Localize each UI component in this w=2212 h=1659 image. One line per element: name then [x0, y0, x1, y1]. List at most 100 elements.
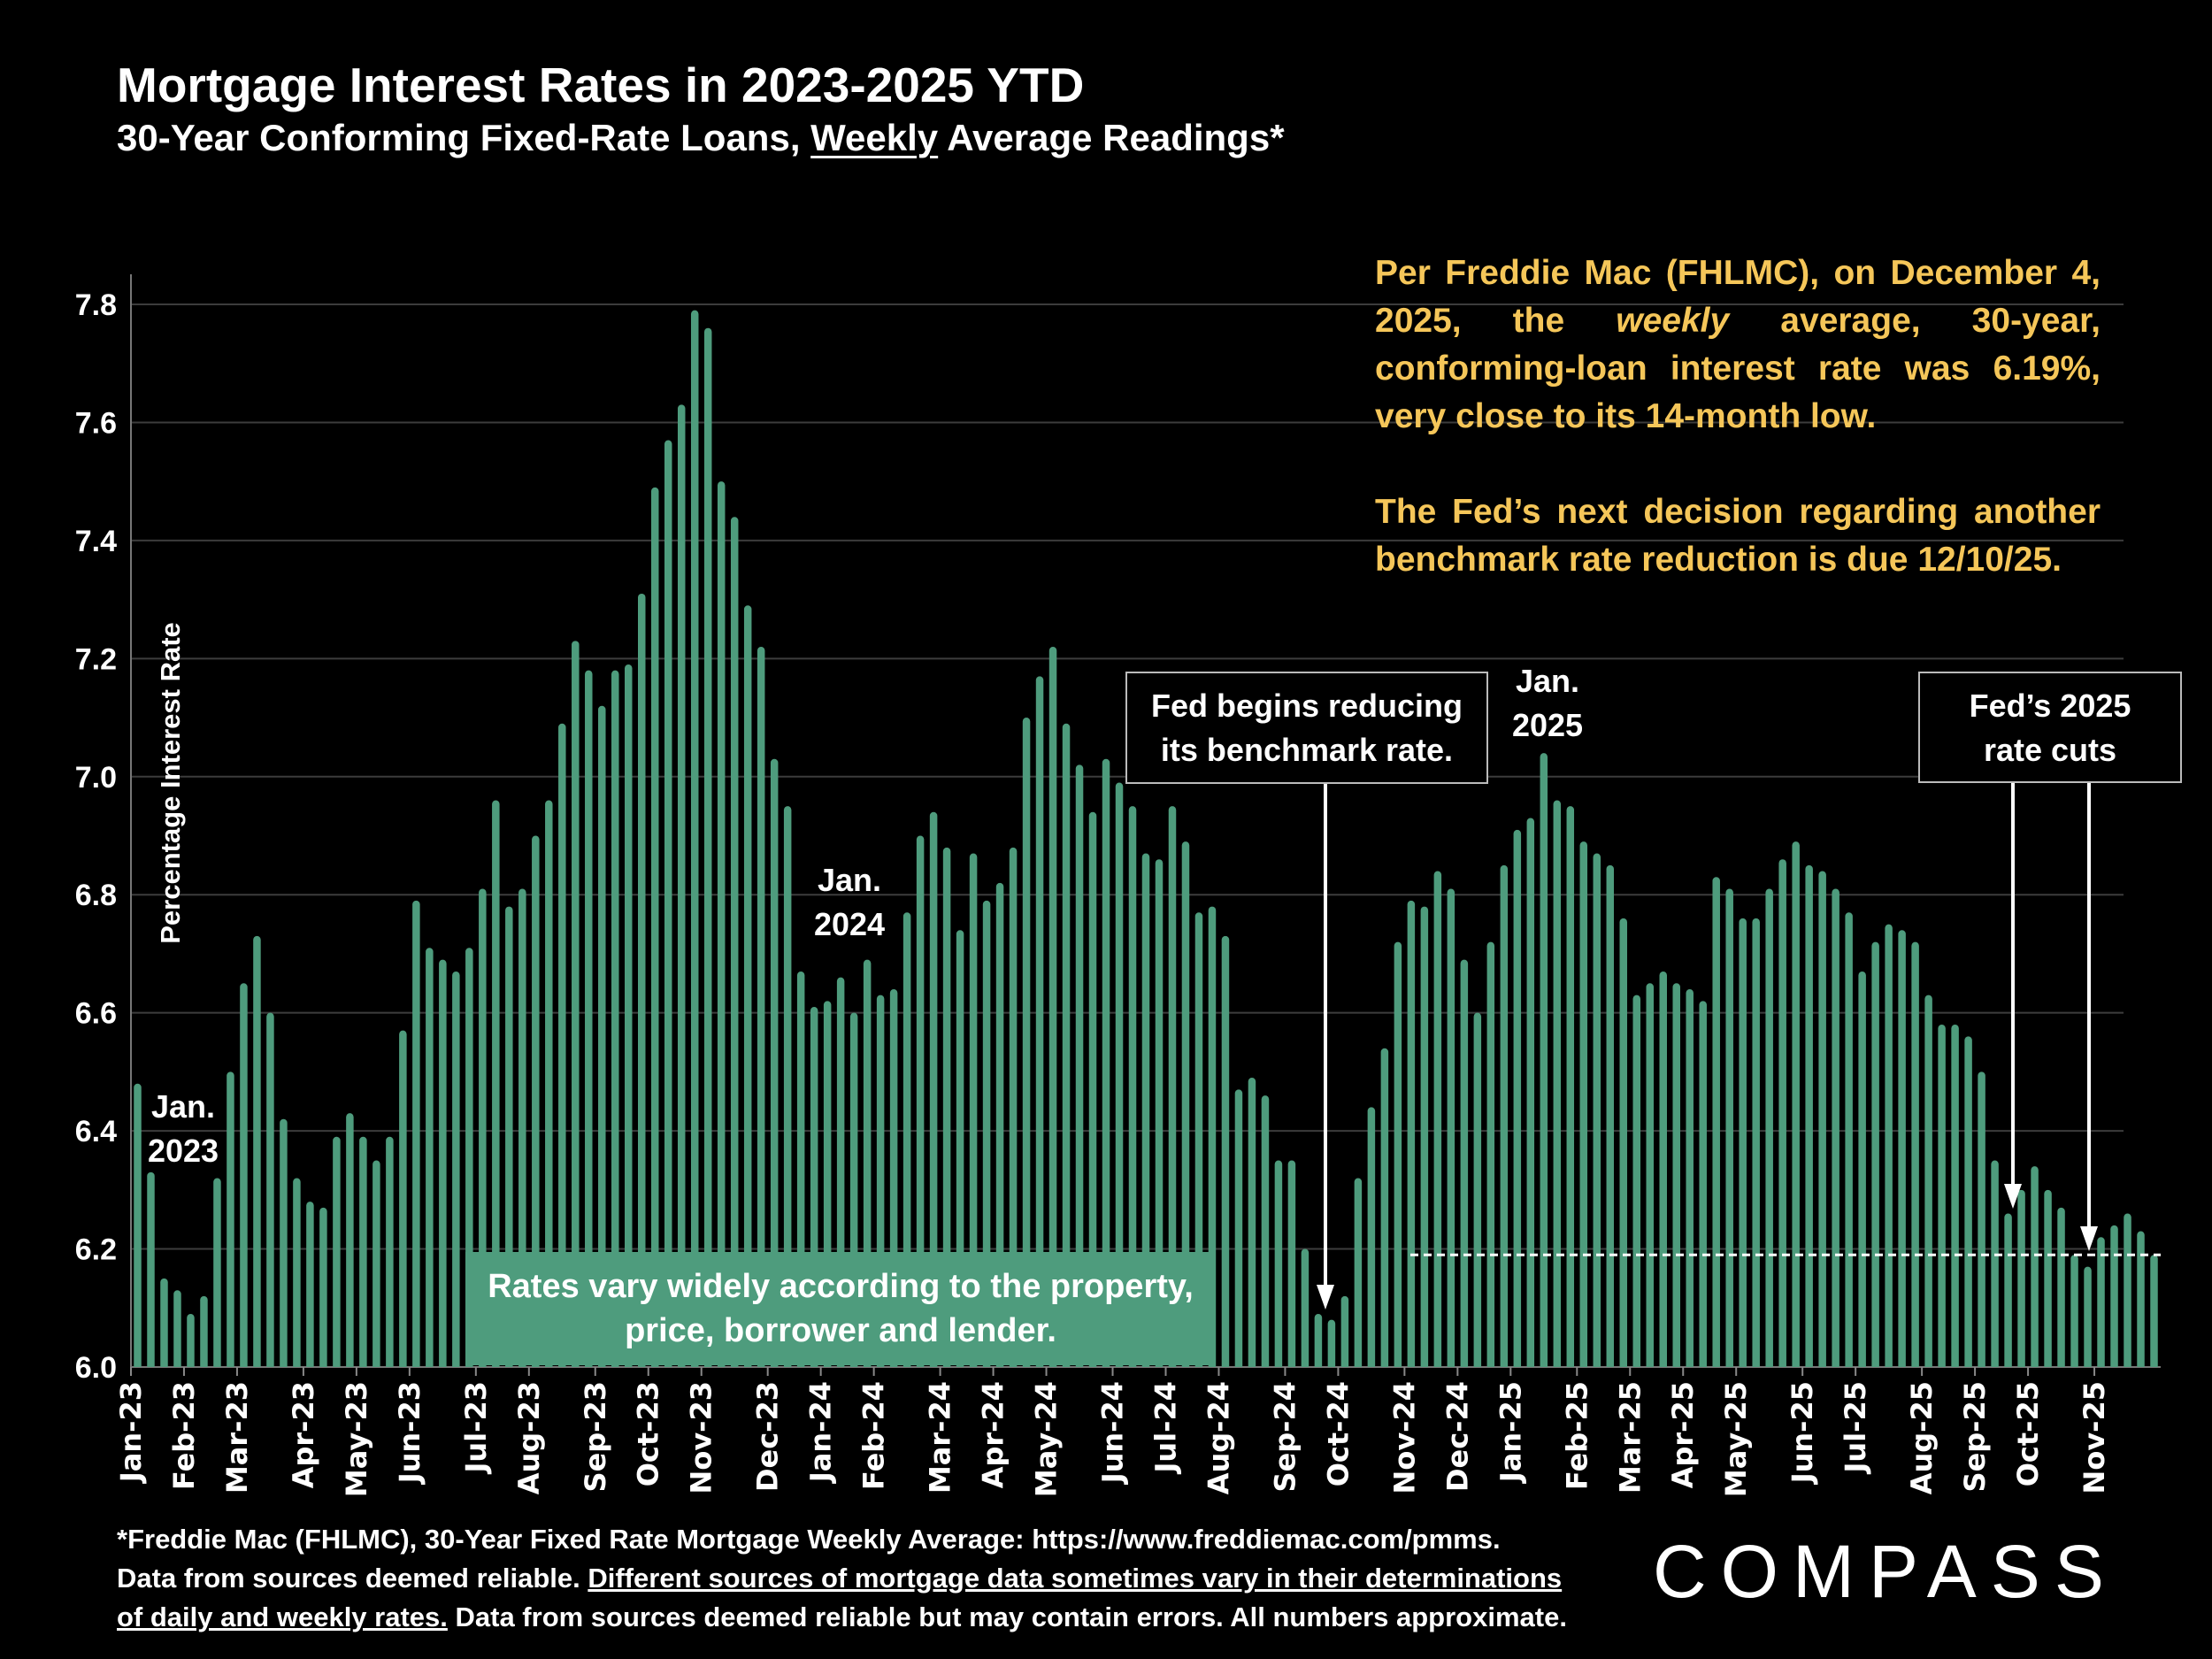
bar-2025-11-06	[2097, 1237, 2105, 1367]
bar-2025-10-02	[2031, 1166, 2039, 1367]
bar-2023-10-12	[664, 440, 672, 1367]
x-tick-label: Sep-23	[579, 1381, 612, 1492]
bar-2023-09-28	[637, 593, 646, 1367]
y-tick-label: 7.2	[75, 642, 117, 676]
footer-underlined-text: Different sources of mortgage data somet…	[588, 1563, 1563, 1594]
y-tick-label: 7.4	[75, 525, 117, 558]
bar-2025-07-03	[1858, 971, 1866, 1367]
bar-2023-12-07	[770, 758, 779, 1367]
rates-vary-callout: Rates vary widely according to the prope…	[465, 1252, 1216, 1365]
bar-2025-05-15	[1765, 888, 1773, 1367]
bar-2023-08-17	[558, 723, 566, 1367]
bar-2025-06-18	[1832, 888, 1839, 1367]
bar-2024-04-11	[1009, 847, 1018, 1367]
bar-2024-02-22	[916, 835, 925, 1367]
bar-2025-01-30	[1566, 806, 1575, 1367]
arrow-fed-cut-oct	[2080, 783, 2098, 1251]
bar-2024-10-31	[1394, 941, 1402, 1367]
bar-2024-10-17	[1367, 1107, 1376, 1367]
bar-2023-09-21	[625, 664, 633, 1367]
bar-2025-10-09	[2044, 1189, 2052, 1367]
bar-2023-01-05	[134, 1083, 142, 1367]
bar-2023-02-02	[187, 1313, 195, 1367]
x-tick-label: Oct-23	[632, 1381, 665, 1486]
x-tick-label: Oct-25	[2011, 1381, 2045, 1486]
callout-line: Fed’s 2025	[1969, 687, 2131, 724]
bar-2025-08-21	[1951, 1025, 1959, 1367]
bar-2023-08-24	[572, 641, 580, 1367]
x-tick-label: Jan-24	[804, 1381, 838, 1484]
bar-2023-01-19	[160, 1278, 168, 1367]
bar-2023-04-06	[306, 1202, 314, 1367]
label-jan-2025: Jan. 2025	[1494, 659, 1601, 748]
footer-line-1: *Freddie Mac (FHLMC), 30-Year Fixed Rate…	[117, 1524, 1501, 1555]
bar-2025-08-07	[1924, 995, 1932, 1367]
callout-line: Fed begins reducing	[1150, 687, 1463, 724]
y-axis-label: Percentage Interest Rate	[155, 622, 186, 944]
x-tick-label: Jan-25	[1494, 1381, 1527, 1484]
x-tick-label: Dec-23	[751, 1381, 785, 1492]
bar-2025-04-24	[1725, 888, 1733, 1367]
bar-2023-08-10	[545, 800, 553, 1367]
y-tick-label: 6.2	[75, 1233, 117, 1267]
bar-2024-08-22	[1261, 1095, 1270, 1367]
bar-2025-05-22	[1778, 859, 1786, 1367]
label-jan-2023: Jan. 2023	[130, 1085, 236, 1173]
x-tick-label: Jun-24	[1096, 1381, 1130, 1485]
x-tick-label: Jul-24	[1148, 1381, 1182, 1474]
bar-2024-07-11	[1181, 841, 1190, 1367]
bar-2025-05-08	[1752, 918, 1760, 1367]
bar-2023-04-20	[333, 1136, 341, 1367]
bar-2025-09-18	[2004, 1213, 2012, 1367]
x-tick-label: Nov-24	[1387, 1381, 1421, 1494]
bar-2023-05-04	[359, 1136, 367, 1367]
bar-2025-10-30	[2084, 1266, 2092, 1367]
bar-2023-02-23	[227, 1071, 234, 1367]
bar-2023-01-26	[173, 1290, 181, 1367]
y-tick-label: 6.8	[75, 879, 117, 912]
x-tick-label: Jun-23	[393, 1381, 426, 1485]
bar-2024-06-27	[1155, 859, 1164, 1367]
label-line: Jan.	[817, 862, 882, 898]
bar-2025-07-10	[1871, 941, 1879, 1367]
compass-logo: COMPASS	[1653, 1530, 2118, 1613]
x-tick-label: May-23	[340, 1381, 373, 1497]
callout-line: price, borrower and lender.	[625, 1312, 1056, 1349]
bar-2025-05-01	[1739, 918, 1747, 1367]
bar-2025-09-11	[1991, 1160, 1999, 1367]
bar-2025-07-31	[1911, 941, 1919, 1367]
bar-2024-08-08	[1234, 1089, 1243, 1367]
bar-2023-10-26	[690, 310, 699, 1367]
x-tick-label: Feb-24	[857, 1381, 891, 1490]
bar-2024-12-12	[1473, 1012, 1482, 1367]
bar-2024-10-03	[1340, 1295, 1349, 1367]
bar-2025-08-28	[1964, 1036, 1972, 1367]
bar-2024-09-12	[1301, 1248, 1310, 1367]
bar-2023-11-09	[717, 481, 726, 1367]
bar-2023-03-16	[266, 1012, 274, 1367]
bar-2024-05-16	[1075, 764, 1084, 1367]
bar-2023-08-03	[532, 835, 540, 1367]
label-jan-2024: Jan. 2024	[796, 858, 902, 947]
bar-2024-12-26	[1500, 864, 1509, 1367]
bar-2024-05-02	[1048, 646, 1057, 1367]
arrow-fed-cut-sep	[2004, 783, 2022, 1209]
bar-2025-01-02	[1513, 829, 1522, 1367]
bar-2023-11-30	[757, 646, 765, 1367]
bar-2023-03-30	[293, 1178, 301, 1367]
note-text: Per Freddie Mac (FHLMC), on December 4, …	[1375, 254, 2101, 340]
x-tick-label: Aug-24	[1202, 1381, 1235, 1494]
bar-2023-03-09	[253, 935, 261, 1367]
y-tick-label: 7.6	[75, 406, 117, 440]
label-line: 2025	[1511, 707, 1584, 743]
bar-2023-09-07	[598, 705, 606, 1367]
bar-2025-08-14	[1938, 1025, 1946, 1367]
bar-2023-03-23	[280, 1118, 288, 1367]
x-tick-label: Nov-25	[2078, 1381, 2111, 1494]
bar-2025-06-26	[1845, 912, 1853, 1367]
bar-2023-06-01	[412, 900, 420, 1367]
bar-2023-11-02	[703, 327, 712, 1367]
bar-2025-06-12	[1818, 871, 1826, 1367]
bar-2024-08-29	[1274, 1160, 1283, 1367]
bar-2025-01-23	[1553, 800, 1562, 1367]
